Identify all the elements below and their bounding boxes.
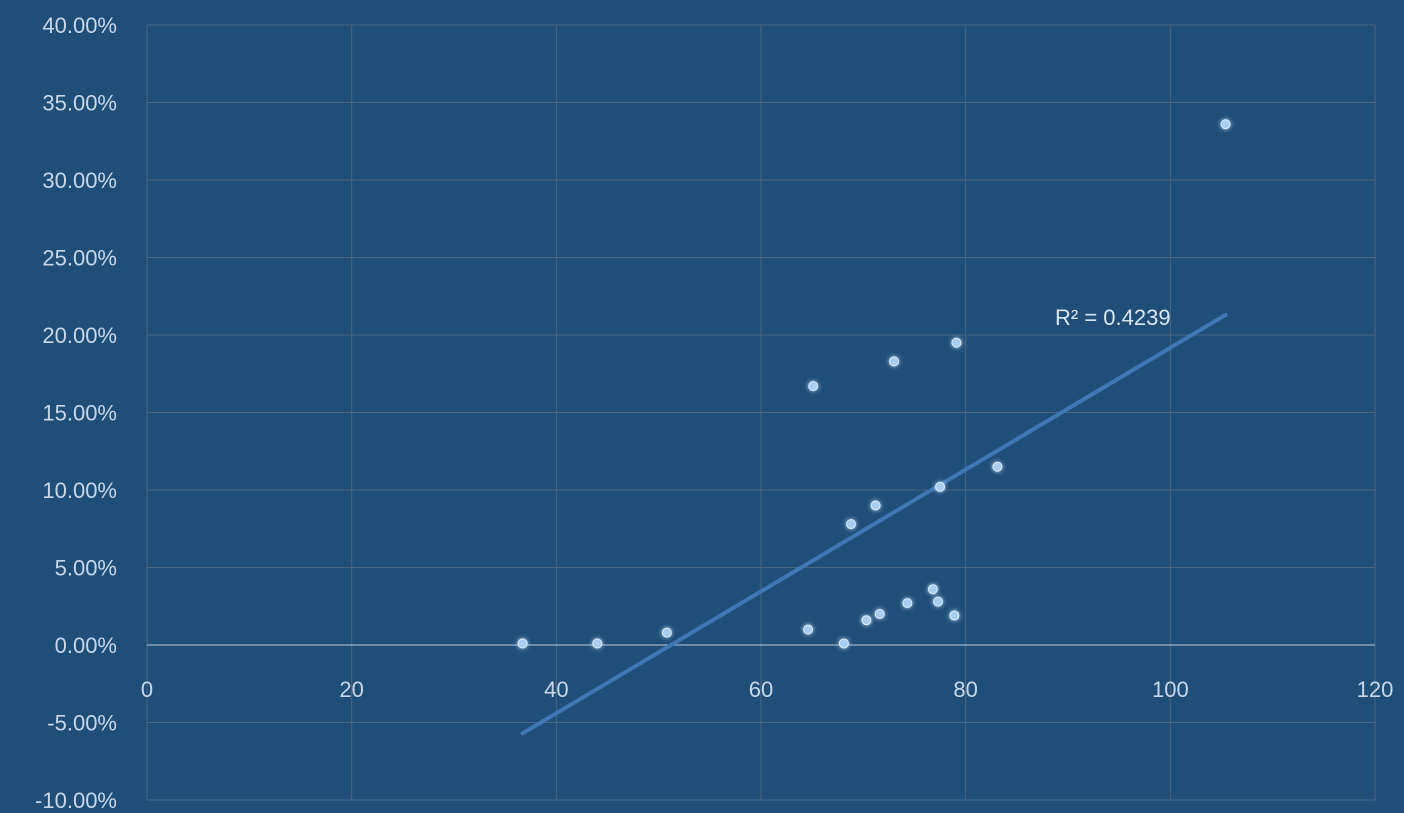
- data-point: [861, 615, 872, 626]
- data-point: [992, 461, 1003, 472]
- x-tick-label: 60: [749, 677, 773, 702]
- x-tick-label: 0: [141, 677, 153, 702]
- y-tick-label: -10.00%: [35, 788, 117, 813]
- data-point: [838, 638, 849, 649]
- trendline-group: [520, 312, 1228, 736]
- y-tick-label: 40.00%: [42, 13, 117, 38]
- data-point: [902, 598, 913, 609]
- y-tick-label: 35.00%: [42, 91, 117, 116]
- x-tick-label: 120: [1357, 677, 1394, 702]
- y-tick-label: 30.00%: [42, 168, 117, 193]
- y-tick-label: 25.00%: [42, 246, 117, 271]
- data-point: [935, 481, 946, 492]
- data-points: [517, 119, 1231, 649]
- y-tick-label: 0.00%: [55, 633, 117, 658]
- data-point: [889, 356, 900, 367]
- trendline: [520, 312, 1228, 736]
- y-tick-label: 15.00%: [42, 401, 117, 426]
- gridlines: [146, 24, 1376, 801]
- x-tick-label: 80: [953, 677, 977, 702]
- data-point: [874, 609, 885, 619]
- tick-labels: -10.00% -5.00% 0.00% 5.00% 10.00% 15.00% 20.00…: [35, 13, 1393, 813]
- y-tick-label: 20.00%: [42, 323, 117, 348]
- data-point: [592, 638, 603, 649]
- data-point: [803, 624, 814, 635]
- x-tick-label: 40: [544, 677, 568, 702]
- data-point: [517, 638, 528, 649]
- data-point: [951, 337, 962, 348]
- x-tick-label: 100: [1152, 677, 1189, 702]
- r-squared-label: R² = 0.4239: [1055, 305, 1171, 330]
- data-point: [933, 596, 944, 607]
- x-tick-label: 20: [339, 677, 363, 702]
- data-point: [870, 500, 881, 511]
- y-tick-label: 10.00%: [42, 478, 117, 503]
- data-point: [808, 381, 819, 392]
- data-point: [846, 519, 857, 530]
- y-tick-label: -5.00%: [47, 711, 117, 736]
- data-point: [661, 627, 672, 638]
- data-point: [949, 610, 960, 621]
- y-tick-label: 5.00%: [55, 556, 117, 581]
- data-point: [1220, 119, 1231, 130]
- data-point: [927, 584, 938, 595]
